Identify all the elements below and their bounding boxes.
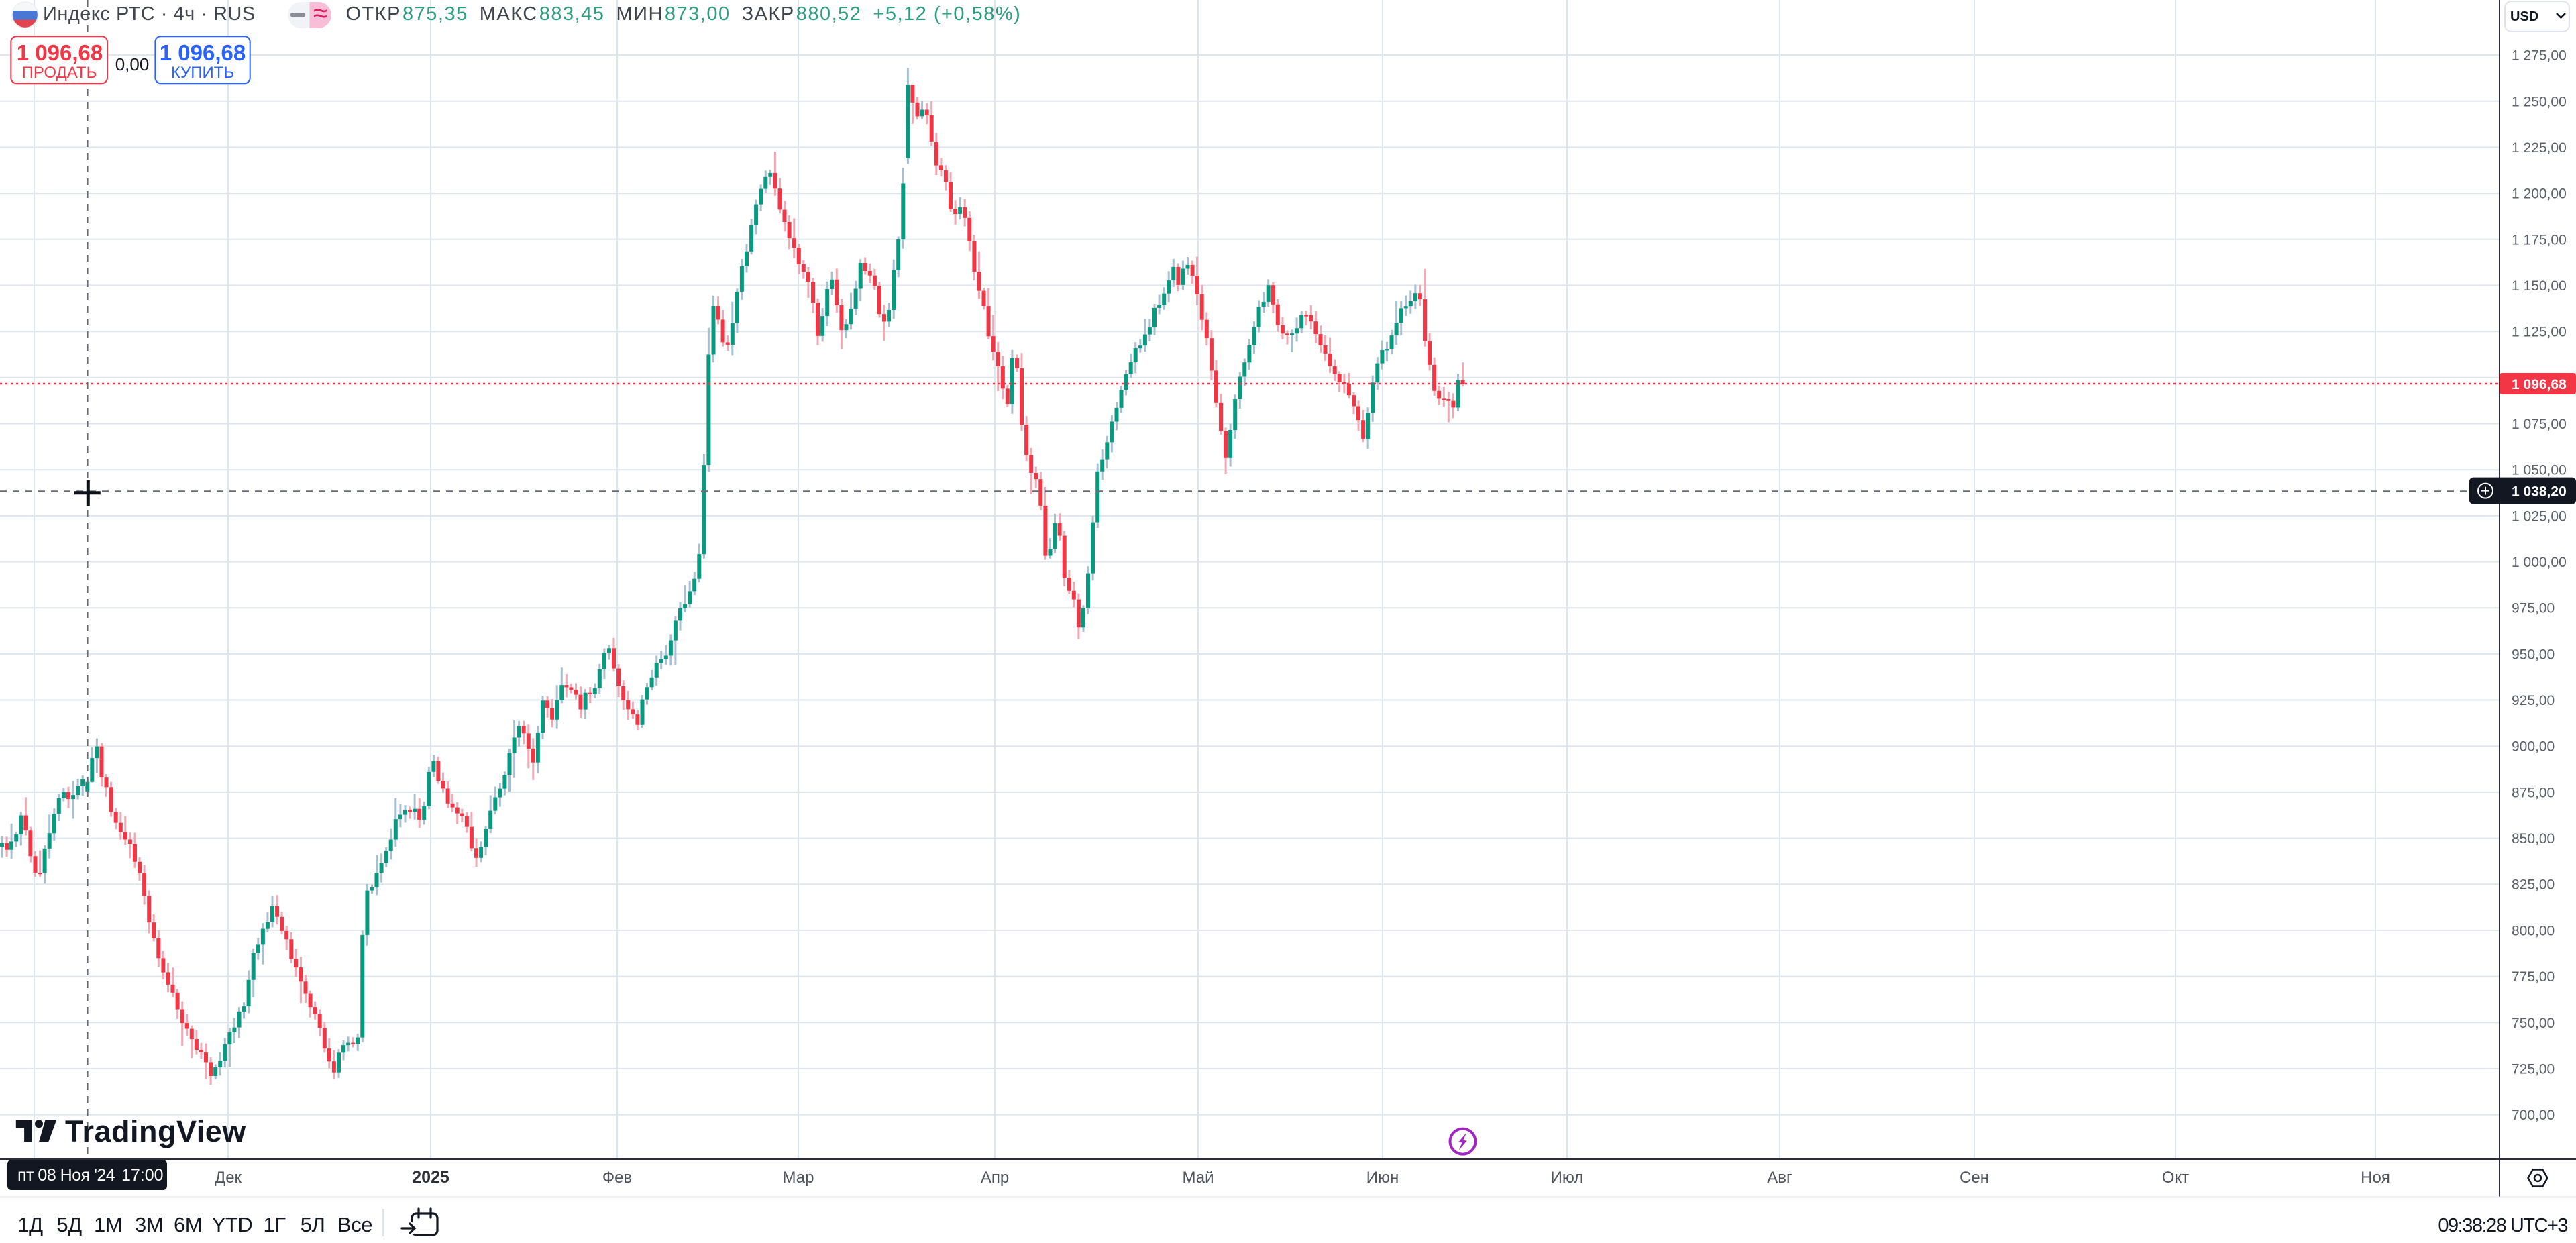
svg-text:17:00: 17:00 bbox=[121, 1166, 164, 1185]
svg-text:725,00: 725,00 bbox=[2512, 1061, 2555, 1077]
svg-text:YTD: YTD bbox=[212, 1213, 253, 1236]
svg-text:пт 08 Ноя '24: пт 08 Ноя '24 bbox=[17, 1166, 115, 1185]
svg-text:TradingView: TradingView bbox=[65, 1114, 246, 1148]
svg-text:1 275,00: 1 275,00 bbox=[2512, 48, 2567, 64]
svg-text:875,00: 875,00 bbox=[2512, 785, 2555, 800]
svg-text:1Д: 1Д bbox=[17, 1213, 43, 1236]
svg-text:2025: 2025 bbox=[412, 1168, 449, 1187]
svg-text:Окт: Окт bbox=[2162, 1169, 2189, 1187]
svg-text:700,00: 700,00 bbox=[2512, 1107, 2555, 1123]
svg-text:975,00: 975,00 bbox=[2512, 601, 2555, 616]
svg-text:1 125,00: 1 125,00 bbox=[2512, 325, 2567, 340]
svg-text:Мар: Мар bbox=[783, 1169, 814, 1187]
svg-text:1 175,00: 1 175,00 bbox=[2512, 232, 2567, 248]
svg-text:ПРОДАТЬ: ПРОДАТЬ bbox=[22, 64, 97, 82]
svg-text:750,00: 750,00 bbox=[2512, 1016, 2555, 1031]
svg-text:USD: USD bbox=[2510, 9, 2538, 24]
svg-text:1 096,68: 1 096,68 bbox=[2512, 377, 2567, 392]
svg-text:1Г: 1Г bbox=[263, 1213, 286, 1236]
svg-text:1 025,00: 1 025,00 bbox=[2512, 508, 2567, 524]
svg-text:Индекс РТС · 4ч · RUS: Индекс РТС · 4ч · RUS bbox=[43, 3, 256, 25]
svg-text:6М: 6М bbox=[174, 1213, 202, 1236]
svg-text:1 250,00: 1 250,00 bbox=[2512, 94, 2567, 109]
svg-text:Все: Все bbox=[337, 1213, 372, 1236]
svg-text:1 150,00: 1 150,00 bbox=[2512, 278, 2567, 294]
svg-text:5Л: 5Л bbox=[301, 1213, 325, 1236]
svg-text:1 200,00: 1 200,00 bbox=[2512, 186, 2567, 202]
svg-text:1 096,68: 1 096,68 bbox=[160, 40, 246, 65]
svg-text:1 038,20: 1 038,20 bbox=[2512, 484, 2567, 500]
svg-text:Фев: Фев bbox=[602, 1169, 632, 1187]
svg-text:Ноя: Ноя bbox=[2361, 1169, 2390, 1187]
svg-text:КУПИТЬ: КУПИТЬ bbox=[171, 64, 234, 82]
svg-text:950,00: 950,00 bbox=[2512, 647, 2555, 662]
svg-text:09:38:28 UTC+3: 09:38:28 UTC+3 bbox=[2438, 1215, 2567, 1236]
svg-text:Сен: Сен bbox=[1960, 1169, 1989, 1187]
svg-text:1 225,00: 1 225,00 bbox=[2512, 140, 2567, 156]
svg-text:5Д: 5Д bbox=[56, 1213, 82, 1236]
svg-text:900,00: 900,00 bbox=[2512, 739, 2555, 755]
svg-text:850,00: 850,00 bbox=[2512, 831, 2555, 847]
svg-text:800,00: 800,00 bbox=[2512, 923, 2555, 938]
svg-text:Апр: Апр bbox=[981, 1169, 1009, 1187]
svg-text:925,00: 925,00 bbox=[2512, 693, 2555, 708]
svg-text:Июл: Июл bbox=[1551, 1169, 1584, 1187]
svg-text:0,00: 0,00 bbox=[115, 54, 150, 74]
svg-text:Май: Май bbox=[1182, 1169, 1214, 1187]
svg-text:775,00: 775,00 bbox=[2512, 969, 2555, 985]
svg-text:1 050,00: 1 050,00 bbox=[2512, 463, 2567, 478]
svg-text:Дек: Дек bbox=[215, 1169, 242, 1187]
svg-text:Июн: Июн bbox=[1366, 1169, 1399, 1187]
svg-text:Авг: Авг bbox=[1767, 1169, 1792, 1187]
svg-text:3М: 3М bbox=[135, 1213, 163, 1236]
svg-text:825,00: 825,00 bbox=[2512, 877, 2555, 893]
svg-text:≈: ≈ bbox=[313, 0, 328, 28]
svg-text:1 096,68: 1 096,68 bbox=[17, 40, 103, 65]
svg-text:1 075,00: 1 075,00 bbox=[2512, 417, 2567, 432]
svg-text:1 000,00: 1 000,00 bbox=[2512, 555, 2567, 570]
svg-text:1М: 1М bbox=[94, 1213, 122, 1236]
